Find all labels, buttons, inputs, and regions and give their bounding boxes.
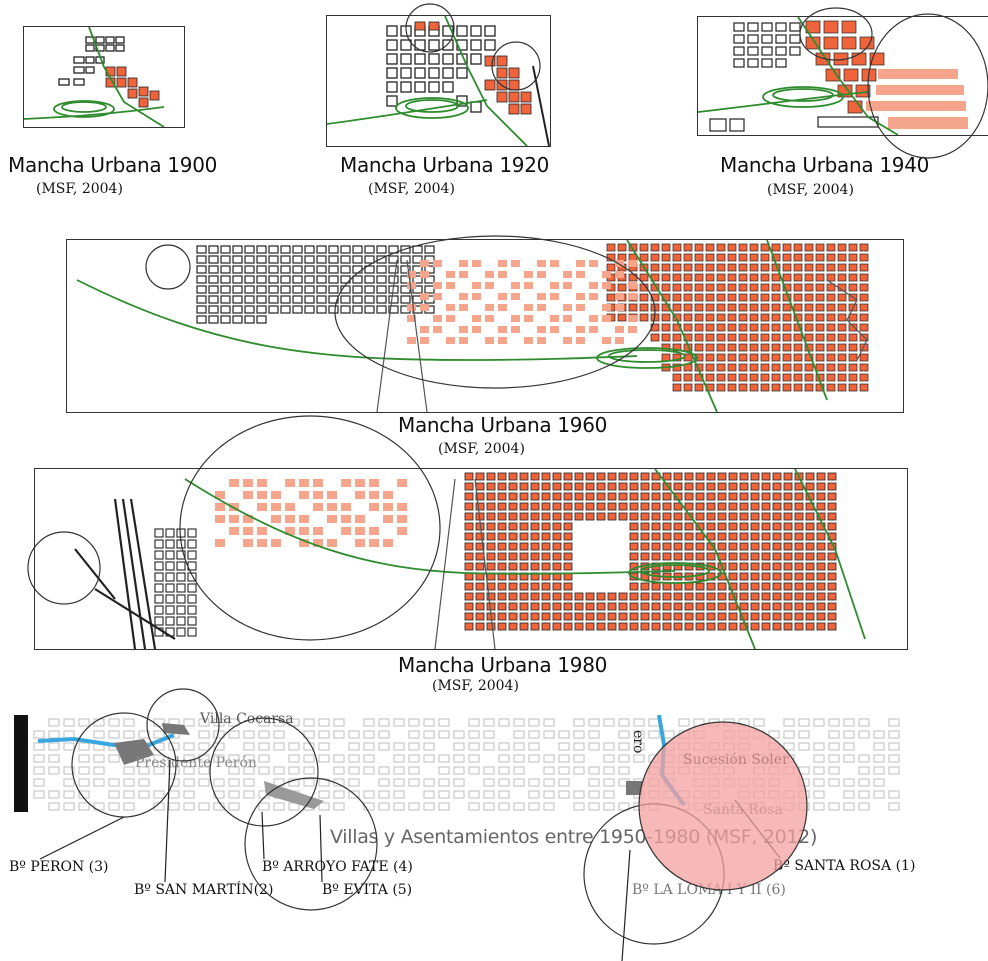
label-barrio-peron: Bº PERON (3) [9,859,109,875]
map-1940-source: (MSF, 2004) [767,182,854,198]
villas-map-caption: Villas y Asentamientos entre 1950-1980 (… [330,826,818,848]
map-1940-drawing [698,17,968,135]
map-1940-caption: Mancha Urbana 1940 [720,153,930,177]
map-1940 [697,16,988,136]
label-barrio-evita: Bº EVITA (5) [322,882,413,898]
map-1900-drawing [24,27,165,127]
map-1900-source: (MSF, 2004) [36,181,123,197]
map-1920 [326,15,551,147]
map-1980-caption: Mancha Urbana 1980 [398,653,608,677]
place-villa-cocarsa: Villa Cocarsa [200,711,294,727]
map-1960-drawing [76,240,869,412]
place-santa-rosa: Santa Rosa [703,802,783,818]
label-barrio-la-loma: Bº LA LOMA I Y II (6) [632,882,786,898]
label-barrio-arroyo-fate: Bº ARROYO FATE (4) [262,859,413,875]
label-barrio-san-martin: Bº SAN MARTÍN(2) [134,882,274,898]
place-presidente-peron: Presidente Perón [135,755,257,771]
place-arroyo-label: ero [630,730,646,754]
map-1900-caption: Mancha Urbana 1900 [8,153,218,177]
map-1960 [66,239,904,413]
label-barrio-santa-rosa: Bº SANTA ROSA (1) [773,858,916,874]
map-1920-drawing [327,16,550,146]
map-1960-source: (MSF, 2004) [438,441,525,457]
map-1980-drawing [74,469,866,649]
map-1920-caption: Mancha Urbana 1920 [340,153,550,177]
map-1980-source: (MSF, 2004) [432,678,519,694]
map-1900 [23,26,185,128]
map-1980 [34,468,908,650]
map-1960-caption: Mancha Urbana 1960 [398,413,608,437]
map-1920-source: (MSF, 2004) [368,181,455,197]
place-sucesion-soler: Sucesión Soler [683,752,789,768]
circle-la-loma [583,803,725,945]
